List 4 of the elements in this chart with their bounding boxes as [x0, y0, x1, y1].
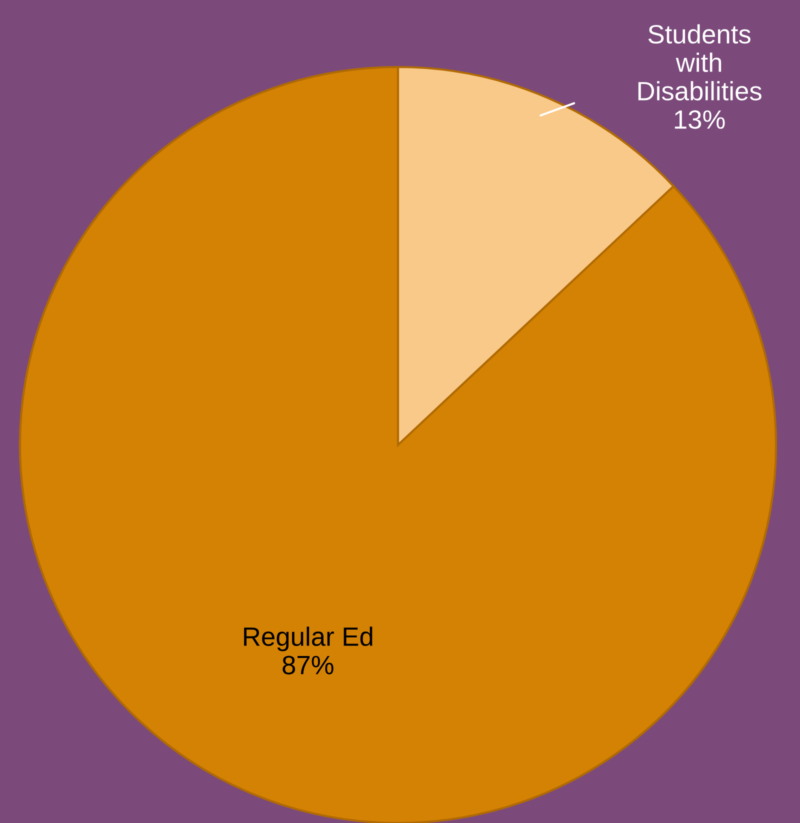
data-label: 87% — [282, 656, 334, 674]
slice-label: Students with Disabilities — [638, 24, 762, 100]
data-label: 13% — [674, 110, 725, 129]
slice-label: Regular Ed — [244, 626, 372, 652]
